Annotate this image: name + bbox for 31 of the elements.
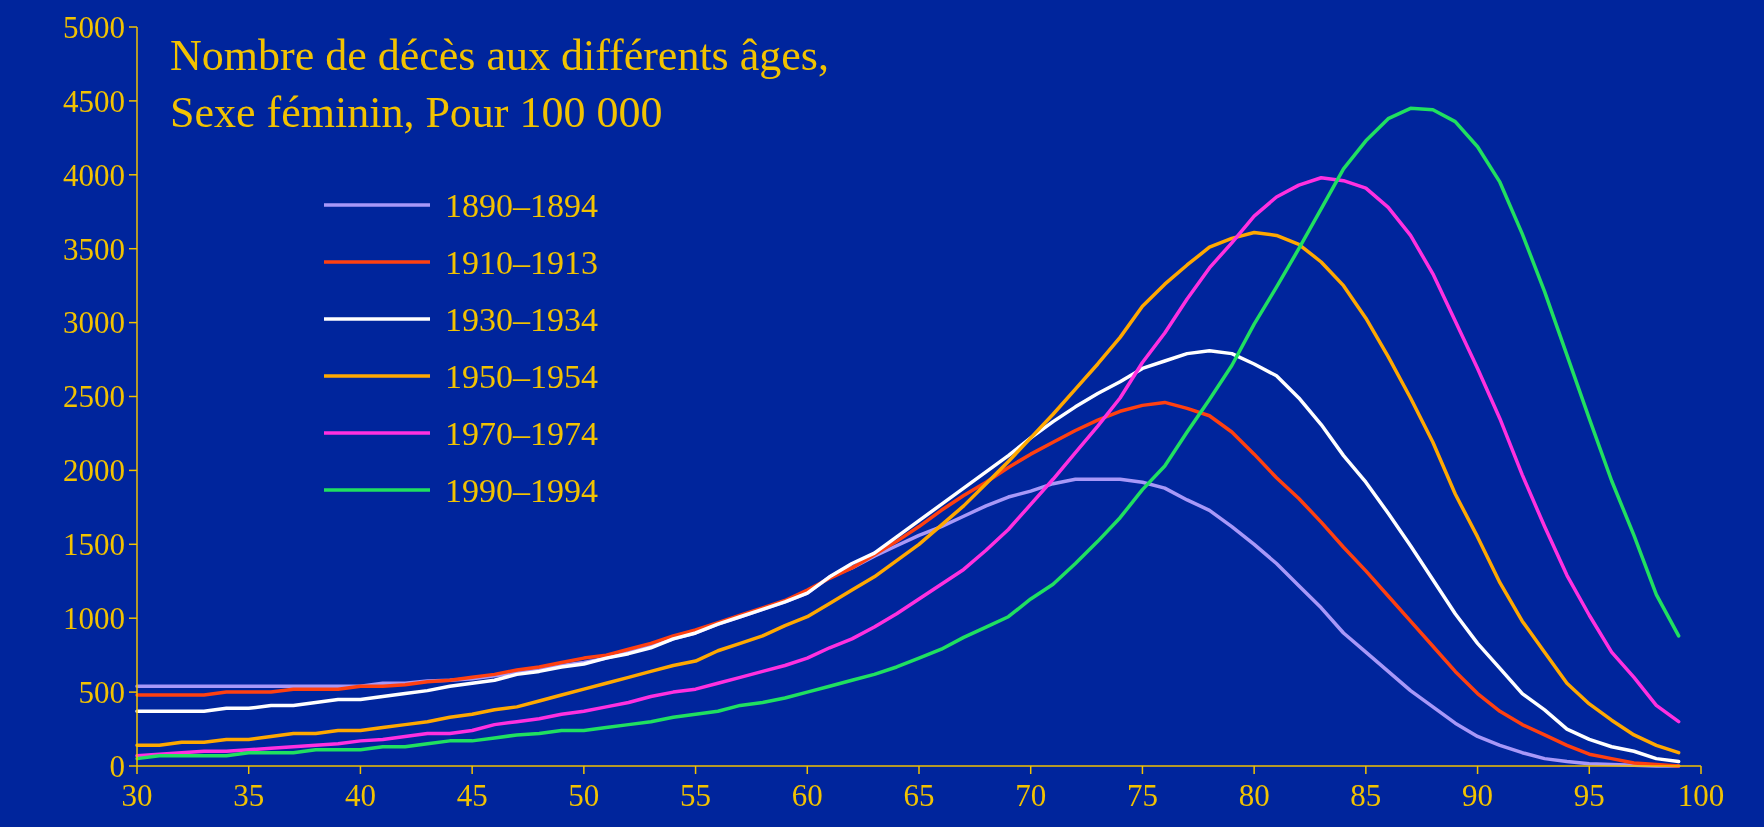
x-tick-label: 100: [1677, 778, 1725, 813]
text: Nombre de décès aux différents âges, Sexe féminin, Pour 100 000: [170, 31, 829, 137]
x-tick-label: 95: [1573, 778, 1605, 813]
x-tick-label: 75: [1126, 778, 1158, 813]
y-tick-label: 2500: [63, 379, 125, 415]
x-tick-label: 50: [568, 778, 600, 813]
y-tick-label: 3000: [63, 305, 125, 341]
x-tick-label: 55: [680, 778, 712, 813]
y-tick-label: 2000: [63, 453, 125, 489]
x-tick-label: 65: [903, 778, 935, 813]
y-tick-label: 1500: [63, 527, 125, 563]
x-tick-label: 70: [1015, 778, 1047, 813]
x-tick-label: 35: [233, 778, 265, 813]
legend-label: 1910–1913: [445, 243, 598, 281]
legend-label: 1990–1994: [445, 471, 598, 509]
legend-label: 1970–1974: [445, 414, 598, 452]
y-tick-label: 4000: [63, 157, 125, 193]
y-tick-label: 1000: [63, 601, 125, 637]
x-tick-label: 90: [1462, 778, 1494, 813]
y-tick-label: 5000: [63, 9, 125, 45]
y-tick-label: 4500: [63, 83, 125, 119]
y-tick-label: 500: [78, 674, 125, 710]
legend-label: 1930–1934: [445, 300, 598, 338]
x-tick-label: 45: [456, 778, 488, 813]
x-tick-label: 80: [1238, 778, 1270, 813]
legend-label: 1950–1954: [445, 357, 598, 395]
x-tick-label: 60: [791, 778, 823, 813]
x-tick-label: 40: [344, 778, 376, 813]
y-tick-label: 3500: [63, 231, 125, 267]
x-tick-label: 85: [1350, 778, 1382, 813]
legend-label: 1890–1894: [445, 186, 598, 224]
